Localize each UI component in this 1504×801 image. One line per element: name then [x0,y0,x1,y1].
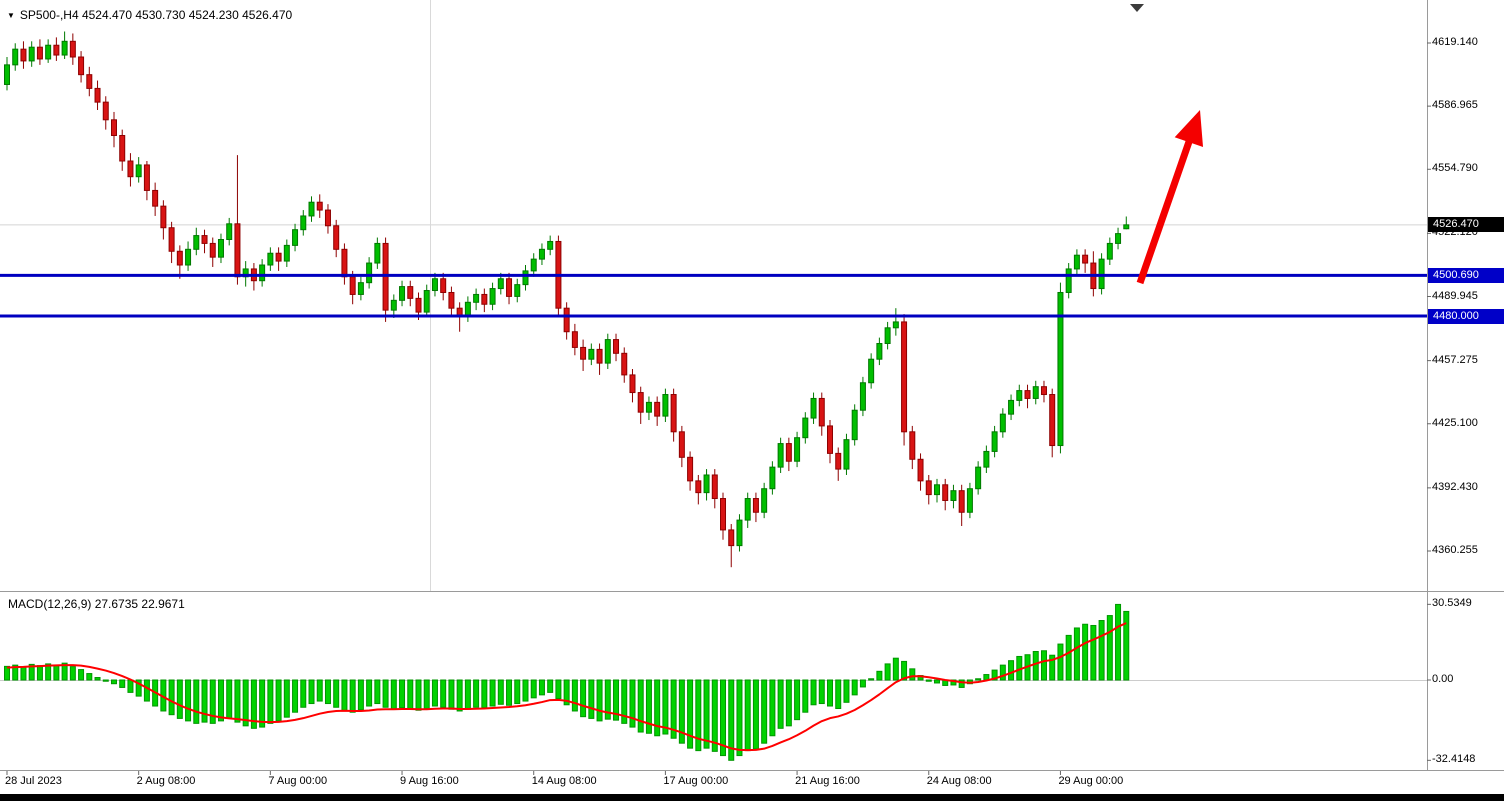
price-axis-label: 4619.140 [1432,35,1478,48]
macd-axis-label: 0.00 [1432,673,1454,685]
price-axis-label: 4392.430 [1432,480,1478,493]
price-axis-label: 4489.945 [1432,289,1478,302]
hline-price-badge-4480: 4480.000 [1428,308,1504,324]
time-axis-label: 14 Aug 08:00 [531,775,597,787]
price-axis-label: 4360.255 [1432,544,1478,556]
hline-price-badge-4500: 4500.690 [1428,267,1504,283]
time-axis-label: 2 Aug 08:00 [136,775,196,787]
price-axis-label: 4457.275 [1432,353,1478,366]
macd-axis-label: 30.5349 [1432,597,1472,610]
time-axis-label: 9 Aug 16:00 [400,775,459,787]
time-axis-label: 28 Jul 2023 [5,775,62,787]
time-axis-label: 21 Aug 16:00 [795,775,860,787]
time-axis-label: 17 Aug 00:00 [663,775,729,787]
scroll-marker-icon[interactable] [1130,4,1144,12]
price-axis-label: 4586.965 [1432,99,1478,112]
price-axis-label: 4554.790 [1432,162,1478,175]
macd-signal-line [6,622,1127,752]
candles [4,31,1130,568]
time-axis-label: 24 Aug 08:00 [926,775,992,787]
chart-header: ▼ SP500-,H4 4524.470 4530.730 4524.230 45… [7,8,292,22]
macd-indicator-label: MACD(12,26,9) 27.6735 22.9671 [8,597,185,611]
time-axis-label: 7 Aug 00:00 [268,775,328,787]
macd-axis-label: -32.4148 [1432,753,1476,766]
symbol-ohlc-label: SP500-,H4 4524.470 4530.730 4524.230 452… [19,8,293,22]
price-axis-label: 4425.100 [1432,416,1478,429]
time-axis-label: 29 Aug 00:00 [1058,775,1124,787]
current-price-badge: 4526.470 [1428,217,1504,233]
symbol-dropdown-icon[interactable]: ▼ [7,11,15,20]
trend-arrow[interactable] [1136,110,1204,285]
